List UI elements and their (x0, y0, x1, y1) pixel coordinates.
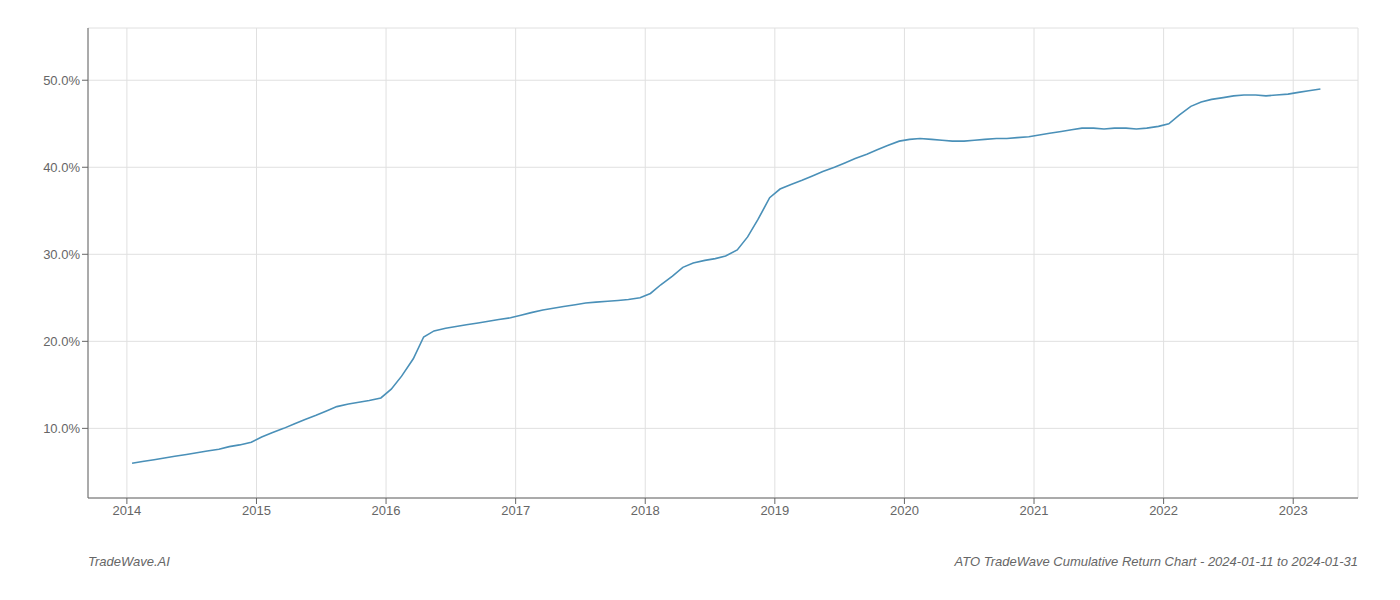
svg-text:2022: 2022 (1149, 503, 1178, 518)
svg-text:2015: 2015 (242, 503, 271, 518)
html-text:TradeWave.AI: TradeWave.AI (88, 554, 170, 569)
svg-text:2020: 2020 (890, 503, 919, 518)
svg-text:2019: 2019 (760, 503, 789, 518)
svg-text:20.0%: 20.0% (43, 334, 80, 349)
svg-text:30.0%: 30.0% (43, 247, 80, 262)
svg-text:2021: 2021 (1020, 503, 1049, 518)
svg-text:2016: 2016 (372, 503, 401, 518)
svg-text:2018: 2018 (631, 503, 660, 518)
svg-text:2023: 2023 (1279, 503, 1308, 518)
svg-text:10.0%: 10.0% (43, 421, 80, 436)
svg-text:2014: 2014 (112, 503, 141, 518)
html-text:ATO TradeWave Cumulative Retur: ATO TradeWave Cumulative Return Chart - … (954, 554, 1358, 569)
svg-text:50.0%: 50.0% (43, 73, 80, 88)
svg-text:2017: 2017 (501, 503, 530, 518)
svg-text:40.0%: 40.0% (43, 160, 80, 175)
